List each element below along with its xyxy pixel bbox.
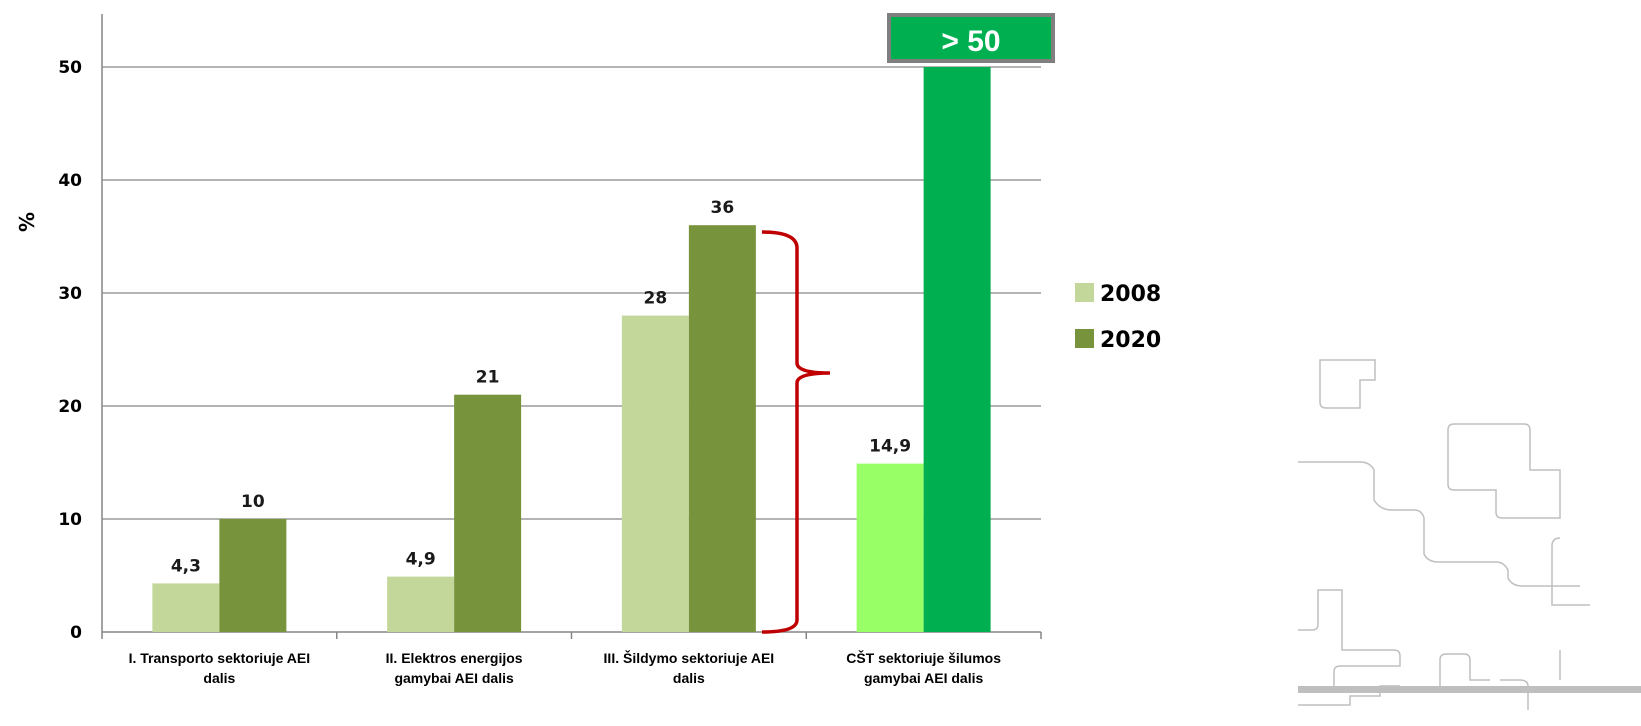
y-tick-label: 0	[70, 623, 82, 643]
legend-label-2008: 2008	[1100, 282, 1161, 307]
bar-2020-1	[219, 519, 287, 632]
y-tick-label: 50	[58, 58, 82, 78]
callout-label: > 50	[941, 25, 1000, 58]
legend-swatch-2008	[1075, 283, 1094, 302]
data-labels: 4,3 10 4,9 21 28 36 14,9	[171, 198, 911, 576]
data-label: 10	[241, 492, 265, 512]
category-label: CŠT sektoriuje šilumos	[846, 649, 1001, 666]
data-label: 36	[711, 198, 735, 218]
legend-label-2020: 2020	[1100, 328, 1161, 353]
y-tick-label: 40	[58, 171, 82, 191]
data-label: 4,9	[406, 550, 436, 570]
y-tick-label: 10	[58, 510, 82, 530]
decorative-circuit-graphic	[1298, 359, 1641, 710]
legend: 2008 2020	[1075, 282, 1161, 353]
category-labels: I. Transporto sektoriuje AEI dalis II. Ele…	[129, 649, 1002, 686]
data-label: 21	[476, 368, 500, 388]
bar-2008-1	[152, 583, 220, 632]
data-label: 4,3	[171, 556, 201, 576]
bracket	[761, 230, 831, 634]
category-label: dalis	[203, 670, 235, 686]
callout-box: > 50	[887, 13, 1055, 63]
bars	[152, 67, 991, 632]
bar-2020-4	[923, 67, 991, 632]
bar-2008-4	[856, 463, 924, 632]
bar-2008-2	[387, 576, 455, 632]
category-label: gamybai AEI dalis	[864, 670, 984, 686]
category-label: gamybai AEI dalis	[394, 670, 514, 686]
category-label: I. Transporto sektoriuje AEI	[129, 650, 311, 666]
data-label: 14,9	[869, 437, 911, 457]
bar-2020-2	[454, 394, 522, 632]
category-label: II. Elektros energijos	[386, 650, 523, 666]
bar-2020-3	[688, 225, 756, 632]
y-tick-label: 20	[58, 397, 82, 417]
legend-swatch-2020	[1075, 329, 1094, 348]
category-label: III. Šildymo sektoriuje AEI	[604, 649, 775, 666]
y-axis-label: %	[15, 212, 39, 232]
bar-2008-3	[621, 315, 689, 632]
data-label: 28	[644, 289, 668, 309]
callout-rect	[887, 13, 1055, 63]
category-label: dalis	[673, 670, 705, 686]
y-tick-label: 30	[58, 284, 82, 304]
